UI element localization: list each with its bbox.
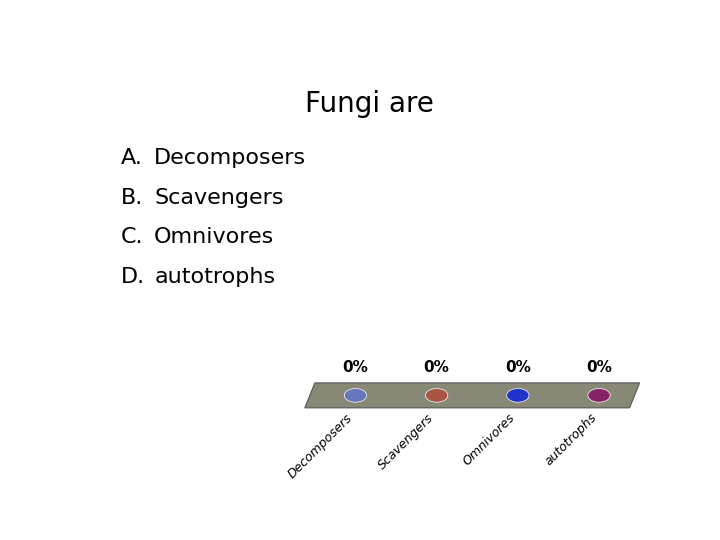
- Ellipse shape: [426, 388, 448, 402]
- Text: D.: D.: [121, 267, 145, 287]
- Text: 0%: 0%: [423, 360, 449, 375]
- Text: B.: B.: [121, 188, 143, 208]
- Text: 0%: 0%: [586, 360, 612, 375]
- Text: Scavengers: Scavengers: [154, 188, 284, 208]
- Ellipse shape: [344, 388, 366, 402]
- Text: A.: A.: [121, 148, 143, 168]
- Ellipse shape: [588, 388, 610, 402]
- Text: Decomposers: Decomposers: [286, 411, 356, 481]
- Text: Fungi are: Fungi are: [305, 90, 433, 118]
- Text: Scavengers: Scavengers: [376, 411, 436, 472]
- Text: C.: C.: [121, 227, 143, 247]
- Text: Omnivores: Omnivores: [461, 411, 518, 468]
- Text: Decomposers: Decomposers: [154, 148, 306, 168]
- Polygon shape: [305, 383, 639, 408]
- Text: 0%: 0%: [343, 360, 369, 375]
- Text: Omnivores: Omnivores: [154, 227, 274, 247]
- Ellipse shape: [507, 388, 529, 402]
- Text: 0%: 0%: [505, 360, 531, 375]
- Text: autotrophs: autotrophs: [542, 411, 599, 468]
- Text: autotrophs: autotrophs: [154, 267, 275, 287]
